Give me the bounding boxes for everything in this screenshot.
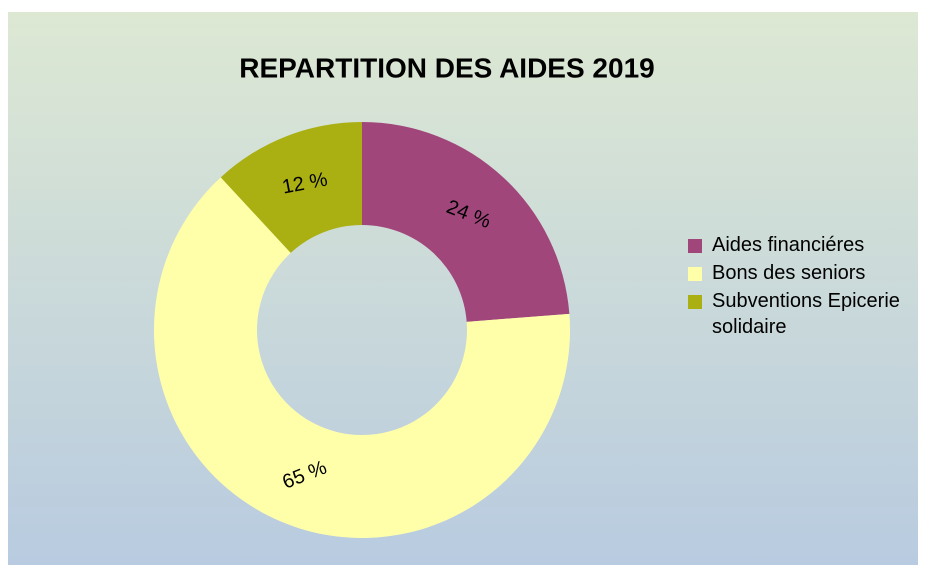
legend-label: Aides financiéres: [712, 234, 865, 256]
legend-label: Subventions Epicerie solidaire: [712, 290, 900, 338]
donut-slice: [220, 122, 362, 253]
legend-swatch: [688, 267, 702, 281]
chart-title: REPARTITION DES AIDES 2019: [239, 52, 654, 83]
legend-swatch: [688, 239, 702, 253]
legend: Aides financiéres Bons des seniors Subvent…: [688, 232, 916, 342]
legend-swatch: [688, 295, 702, 309]
legend-item: Aides financiéres: [688, 232, 916, 258]
donut-slice: [153, 177, 571, 538]
legend-item: Subventions Epicerie solidaire: [688, 288, 916, 340]
legend-item: Bons des seniors: [688, 260, 916, 286]
donut-slice: [362, 122, 570, 322]
legend-label: Bons des seniors: [712, 262, 866, 284]
